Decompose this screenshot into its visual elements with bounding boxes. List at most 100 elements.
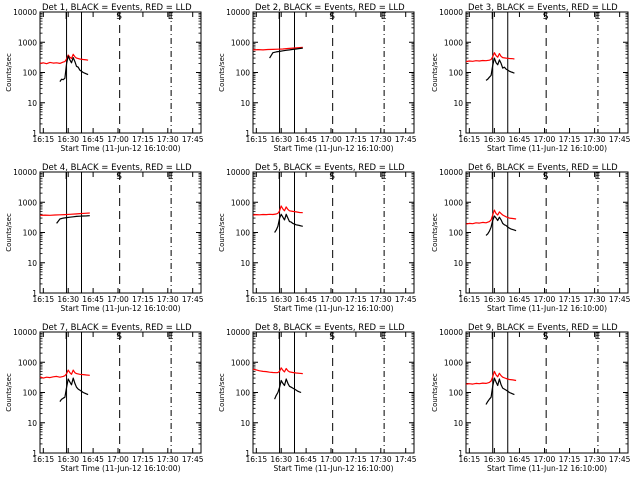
y-tick-label: 1 (458, 129, 463, 138)
y-tick-label: 1000 (231, 38, 250, 47)
x-tick-label: 16:30 (57, 455, 79, 464)
x-axis-label: Start Time (11-Jun-12 16:10:00) (274, 144, 394, 153)
x-tick-label: 17:15 (345, 135, 367, 144)
y-tick-label: 1 (32, 129, 37, 138)
marker-label: S (116, 332, 122, 342)
x-tick-label: 17:45 (609, 455, 631, 464)
x-tick-label: 17:15 (345, 295, 367, 304)
y-axis-label: Counts/sec (431, 373, 439, 412)
y-tick-label: 1000 (444, 38, 463, 47)
x-tick-label: 17:15 (559, 455, 581, 464)
marker-label: E (381, 12, 387, 22)
x-axis-label: Start Time (11-Jun-12 16:10:00) (487, 304, 607, 313)
x-tick-label: 17:00 (320, 455, 342, 464)
y-tick-label: 1000 (231, 358, 250, 367)
y-tick-label: 10 (240, 259, 250, 268)
x-tick-label: 17:45 (395, 135, 417, 144)
x-tick-label: 16:15 (246, 295, 268, 304)
marker-label: E (168, 172, 174, 182)
y-tick-label: 10 (240, 419, 250, 428)
y-tick-label: 100 (449, 389, 464, 398)
detector-panel: Det 5, BLACK = Events, RED = LLD 1 10 100 10… (218, 163, 417, 313)
y-tick-label: 1000 (18, 198, 37, 207)
series-line-lld (39, 212, 90, 216)
marker-label: E (595, 172, 601, 182)
y-tick-label: 10000 (439, 168, 463, 177)
y-tick-label: 10 (453, 419, 463, 428)
marker-label: E (381, 332, 387, 342)
x-tick-label: 17:45 (395, 455, 417, 464)
chart-title: Det 7, BLACK = Events, RED = LLD (42, 323, 192, 333)
x-tick-label: 17:15 (132, 135, 154, 144)
x-tick-label: 17:30 (584, 455, 606, 464)
x-tick-label: 17:00 (107, 135, 129, 144)
marker-label: I (491, 332, 494, 342)
marker-label: I (278, 12, 281, 22)
plot-frame (39, 331, 202, 454)
y-tick-label: 1000 (231, 198, 250, 207)
x-tick-label: 16:30 (57, 295, 79, 304)
y-tick-label: 1000 (444, 358, 463, 367)
series-line-events (59, 377, 89, 402)
y-axis-label: Counts/sec (218, 213, 226, 252)
plot-frame (465, 331, 629, 454)
x-tick-label: 17:00 (320, 135, 342, 144)
series-line-lld (465, 209, 517, 225)
y-tick-label: 10000 (439, 8, 463, 17)
y-tick-label: 1 (245, 289, 250, 298)
x-axis-label: Start Time (11-Jun-12 16:10:00) (61, 304, 181, 313)
x-tick-label: 17:30 (370, 135, 392, 144)
x-tick-label: 16:15 (246, 135, 268, 144)
x-tick-label: 16:45 (509, 455, 531, 464)
marker-label: I (65, 12, 68, 22)
detector-panel: Det 6, BLACK = Events, RED = LLD 1 10 100 10… (431, 163, 631, 313)
series-line-events (274, 213, 303, 233)
series-line-lld (252, 367, 303, 375)
series-line-events (485, 215, 517, 236)
y-tick-label: 1 (458, 449, 463, 458)
y-axis-label: Counts/sec (218, 53, 226, 92)
y-tick-label: 100 (23, 389, 38, 398)
x-tick-label: 17:45 (609, 135, 631, 144)
detector-panel: Det 4, BLACK = Events, RED = LLD 1 10 100 10… (5, 163, 204, 313)
x-tick-label: 16:15 (246, 455, 268, 464)
x-tick-label: 17:00 (107, 455, 129, 464)
y-tick-label: 100 (449, 229, 464, 238)
y-tick-label: 1000 (18, 358, 37, 367)
x-axis-label: Start Time (11-Jun-12 16:10:00) (61, 464, 181, 473)
y-tick-label: 100 (449, 69, 464, 78)
chart-title: Det 3, BLACK = Events, RED = LLD (468, 3, 618, 13)
plot-frame (39, 171, 202, 294)
x-tick-label: 16:45 (295, 455, 317, 464)
y-tick-label: 10 (453, 259, 463, 268)
detector-panel: Det 9, BLACK = Events, RED = LLD 1 10 100 10… (431, 323, 631, 473)
y-tick-label: 1 (32, 449, 37, 458)
series-line-lld (39, 369, 90, 379)
series-line-lld (39, 53, 89, 65)
y-tick-label: 100 (236, 389, 251, 398)
y-tick-label: 10000 (439, 328, 463, 337)
x-axis-label: Start Time (11-Jun-12 16:10:00) (487, 144, 607, 153)
x-axis-label: Start Time (11-Jun-12 16:10:00) (487, 464, 607, 473)
detector-panel: Det 1, BLACK = Events, RED = LLD 1 10 100 10… (5, 3, 204, 153)
marker-label: S (543, 332, 549, 342)
x-tick-label: 16:45 (509, 295, 531, 304)
marker-label: I (65, 172, 68, 182)
marker-label: E (381, 172, 387, 182)
series-line-lld (465, 370, 517, 385)
series-line-events (269, 47, 303, 59)
marker-label: I (278, 172, 281, 182)
marker-label: S (543, 172, 549, 182)
marker-label: I (65, 332, 68, 342)
x-tick-label: 16:30 (270, 135, 292, 144)
x-tick-label: 17:30 (157, 455, 179, 464)
x-tick-label: 17:00 (107, 295, 129, 304)
x-tick-label: 16:30 (484, 295, 506, 304)
x-tick-label: 17:45 (182, 455, 204, 464)
marker-label: E (168, 332, 174, 342)
x-tick-label: 17:45 (395, 295, 417, 304)
x-tick-label: 16:15 (459, 135, 481, 144)
x-tick-label: 16:15 (33, 455, 55, 464)
x-tick-label: 17:30 (157, 135, 179, 144)
